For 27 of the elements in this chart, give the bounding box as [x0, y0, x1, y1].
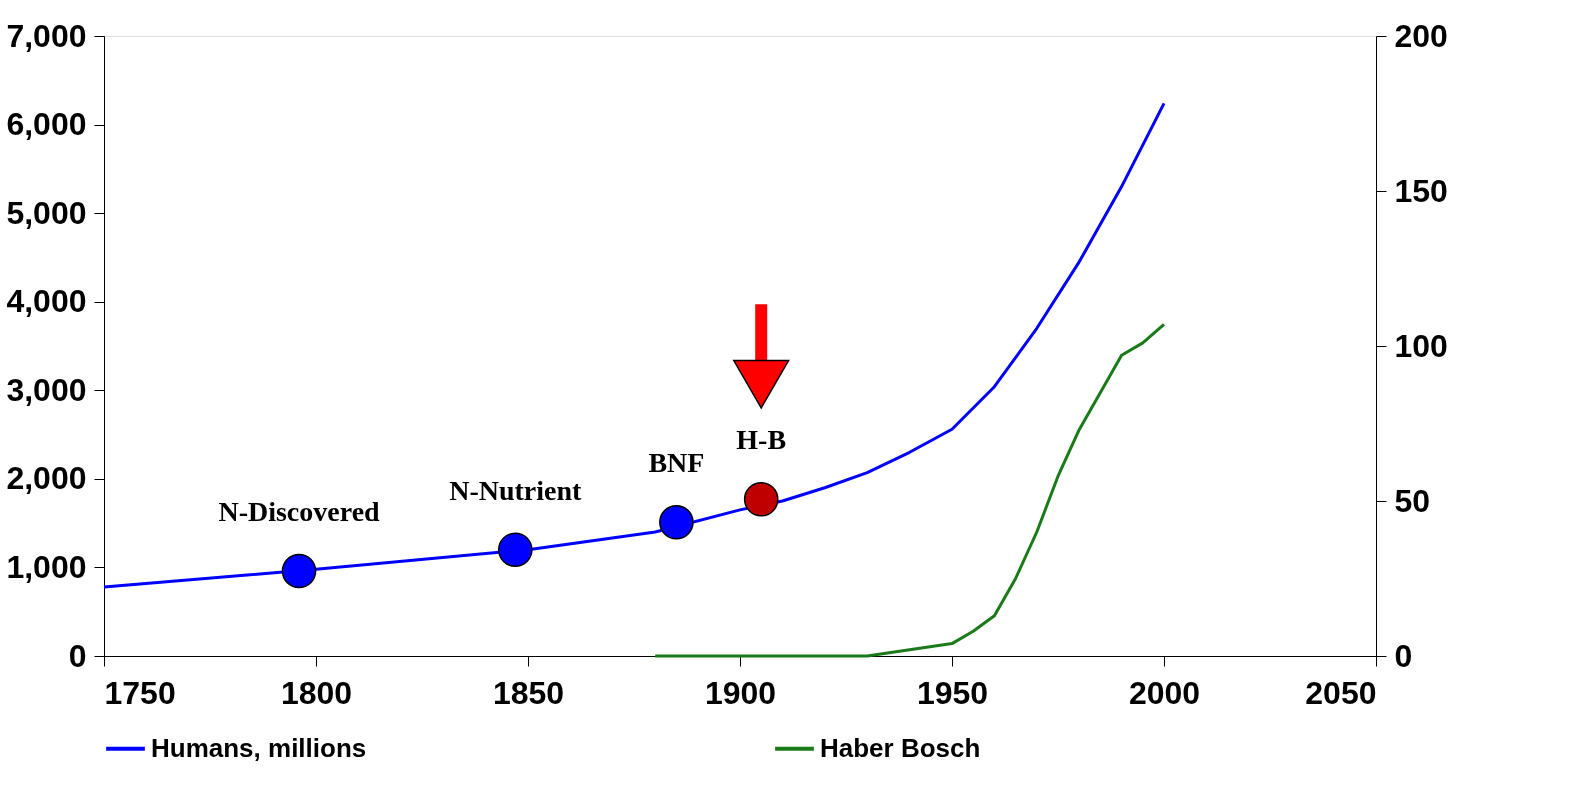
y2-tick-label: 200	[1394, 17, 1448, 54]
x-tick-label: 1750	[104, 674, 176, 711]
y-tick-label: 1,000	[6, 548, 87, 585]
y-tick-label: 3,000	[6, 371, 87, 408]
y2-tick-label: 150	[1394, 172, 1448, 209]
x-tick-label: 2050	[1305, 674, 1377, 711]
x-tick-label: 2000	[1128, 674, 1201, 711]
y2-tick-label: 0	[1394, 637, 1413, 674]
x-tick-label: 1800	[280, 674, 353, 711]
y-tick-label: 5,000	[6, 194, 87, 231]
legend-label: Haber Bosch	[820, 732, 981, 763]
y-tick-label: 2,000	[6, 460, 87, 497]
x-tick-label: 1900	[704, 674, 777, 711]
y-tick-label: 7,000	[6, 17, 87, 54]
annotation: N-Discovered	[218, 495, 381, 527]
annotation: H-B	[736, 424, 787, 456]
y2-tick-label: 50	[1394, 482, 1431, 519]
annotation: N-Nutrient	[449, 474, 583, 506]
line-series	[102, 101, 1166, 589]
y-tick-label: 4,000	[6, 283, 87, 320]
y-tick-label: 0	[68, 637, 87, 674]
legend-label: Humans, millions	[151, 732, 367, 763]
annotation: BNF	[648, 447, 705, 479]
y-tick-label: 6,000	[6, 106, 87, 143]
x-tick-label: 1950	[916, 674, 989, 711]
x-tick-label: 1850	[492, 674, 565, 711]
y2-tick-label: 100	[1394, 327, 1448, 364]
